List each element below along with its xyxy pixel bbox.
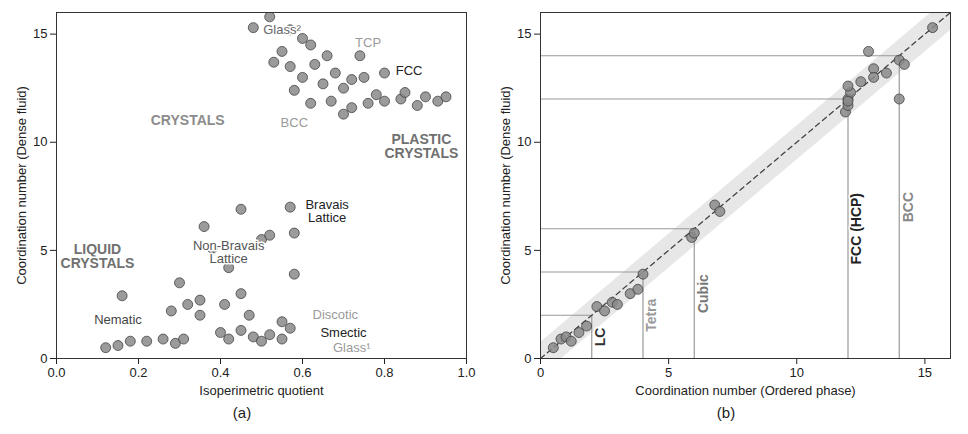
svg-text:0.4: 0.4 [211, 365, 229, 380]
svg-text:Non-BravaisLattice: Non-BravaisLattice [193, 238, 265, 266]
svg-text:Nematic: Nematic [94, 312, 142, 327]
svg-text:BCC: BCC [281, 115, 308, 130]
svg-text:LC: LC [592, 328, 608, 347]
svg-text:1.0: 1.0 [457, 365, 475, 380]
svg-text:TCP: TCP [355, 35, 381, 50]
svg-text:15: 15 [33, 26, 47, 41]
svg-text:0: 0 [40, 351, 47, 366]
svg-text:5: 5 [665, 365, 672, 380]
svg-text:5: 5 [524, 243, 531, 258]
svg-text:10: 10 [790, 365, 804, 380]
svg-text:10: 10 [517, 134, 531, 149]
svg-text:0: 0 [524, 351, 531, 366]
svg-text:Glass²: Glass² [263, 22, 301, 37]
svg-text:Tetra: Tetra [643, 298, 659, 331]
svg-text:0.8: 0.8 [375, 365, 393, 380]
svg-text:Coordination number (Dense flu: Coordination number (Dense fluid) [498, 86, 513, 285]
svg-text:Glass¹: Glass¹ [333, 340, 371, 355]
svg-text:0.2: 0.2 [129, 365, 147, 380]
svg-text:10: 10 [33, 134, 47, 149]
html-text:(b): (b) [716, 404, 736, 421]
svg-text:15: 15 [517, 26, 531, 41]
svg-text:Coordination number (Ordered p: Coordination number (Ordered phase) [635, 383, 855, 398]
svg-text:FCC (HCP): FCC (HCP) [848, 193, 864, 265]
svg-text:LIQUIDCRYSTALS: LIQUIDCRYSTALS [61, 241, 135, 271]
svg-text:Isoperimetric quotient: Isoperimetric quotient [199, 383, 324, 398]
svg-text:15: 15 [918, 365, 932, 380]
svg-text:FCC: FCC [396, 63, 423, 78]
svg-text:Cubic: Cubic [695, 274, 711, 313]
svg-text:PLASTICCRYSTALS: PLASTICCRYSTALS [384, 131, 458, 161]
svg-text:Discotic: Discotic [313, 307, 359, 322]
svg-text:CRYSTALS: CRYSTALS [151, 112, 225, 128]
svg-text:0.0: 0.0 [47, 365, 65, 380]
svg-text:0.6: 0.6 [293, 365, 311, 380]
svg-text:BravaisLattice: BravaisLattice [305, 197, 349, 225]
svg-text:Smectic: Smectic [320, 325, 367, 340]
svg-text:0: 0 [537, 365, 544, 380]
html-text:(a): (a) [232, 404, 252, 421]
svg-text:BCC: BCC [900, 192, 916, 222]
svg-text:5: 5 [40, 243, 47, 258]
svg-text:Coordination number (Dense flu: Coordination number (Dense fluid) [14, 86, 29, 285]
